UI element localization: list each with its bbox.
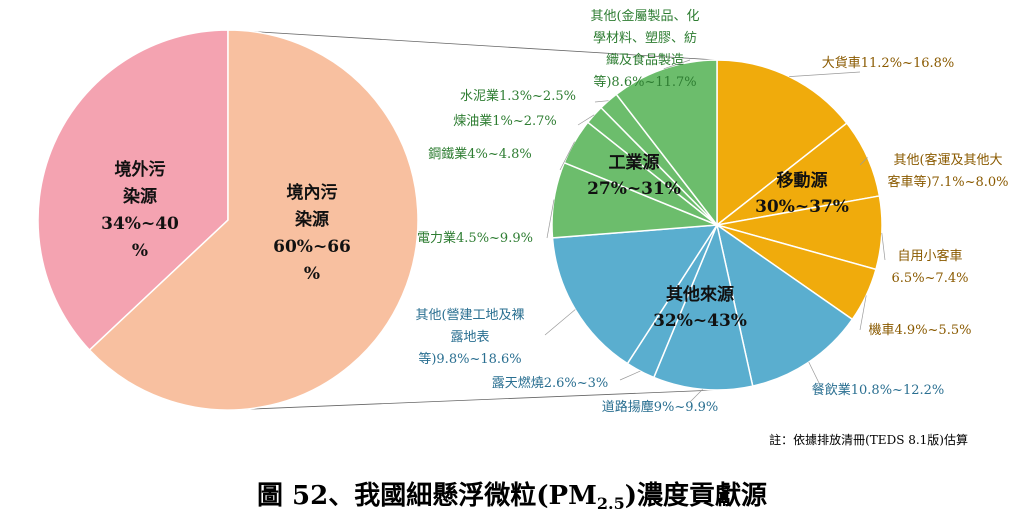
slice-label: 餐飲業10.8%~12.2% (812, 382, 945, 398)
connector-lines (227, 29, 718, 411)
slice-label-line: 機車4.9%~5.5% (869, 323, 972, 338)
right-pie-slice (551, 224, 719, 365)
left-pie-label-line: % (132, 241, 148, 261)
slice-label: 道路揚塵9%~9.9% (602, 399, 719, 415)
slice-label-line: 大貨車11.2%~16.8% (822, 55, 955, 71)
slice-label-line: 等)8.6%~11.7% (593, 74, 696, 90)
category-label-line: 移動源 (777, 170, 828, 191)
right-pie-slice (715, 223, 854, 387)
figure-caption: 圖 52、我國細懸浮微粒(PM2.5)濃度貢獻源 (257, 480, 767, 513)
leader-line (789, 71, 861, 77)
leader-line (881, 232, 886, 261)
slice-label: 水泥業1.3%~2.5% (460, 88, 576, 104)
category-label-line: 其他來源 (666, 284, 734, 305)
left-pie-label-line: % (304, 264, 320, 284)
left-pie-label-line: 60%~66 (273, 237, 351, 257)
left-pie-slice (88, 29, 419, 411)
category-label-line: 30%~37% (755, 197, 849, 217)
leader-line (663, 59, 691, 70)
slice-label: 其他(金屬製品、化學材料、塑膠、紡織及食品製造等)8.6%~11.7% (590, 8, 699, 90)
slice-label-line: 6.5%~7.4% (892, 271, 969, 286)
slice-label-line: 其他(金屬製品、化 (590, 8, 699, 24)
slice-label-line: 水泥業1.3%~2.5% (460, 88, 576, 104)
left-pie-label-line: 境外污 (115, 159, 166, 180)
slice-label: 其他(客運及其他大客車等)7.1%~8.0% (887, 152, 1008, 190)
slice-label-line: 露天燃燒2.6%~3% (492, 375, 609, 391)
leader-line (577, 114, 595, 126)
left-pie-label-line: 染源 (295, 209, 329, 230)
slice-label: 露天燃燒2.6%~3% (492, 375, 609, 391)
slice-label-line: 露地表 (450, 330, 489, 345)
left-pie-slice (37, 29, 229, 352)
caption-tail: )濃度貢獻源 (625, 480, 767, 511)
category-label: 移動源 30%~37% (755, 170, 849, 217)
slice-label-line: 電力業4.5%~9.9% (417, 230, 533, 246)
leader-line (619, 370, 641, 381)
connector-line-top (227, 29, 718, 61)
right-pie-slice (652, 222, 754, 391)
slice-label: 鋼鐵業4%~4.8% (428, 146, 532, 162)
connector-line-bottom (227, 389, 718, 411)
category-labels: 移動源 30%~37% 其他來源 32%~43% 工業源 27%~31% (587, 152, 849, 331)
leader-line (544, 309, 576, 336)
slice-label: 大貨車11.2%~16.8% (822, 55, 955, 71)
left-pie-label-line: 境內污 (287, 182, 338, 203)
slice-label: 機車4.9%~5.5% (869, 323, 972, 338)
leader-line (689, 389, 703, 403)
slice-label-line: 道路揚塵9%~9.9% (602, 399, 719, 415)
slice-label-line: 學材料、塑膠、紡 (593, 31, 697, 46)
slice-label-line: 餐飲業10.8%~12.2% (812, 382, 945, 398)
category-label: 工業源 27%~31% (587, 152, 681, 199)
slice-label-line: 鋼鐵業4%~4.8% (428, 146, 532, 162)
category-label-line: 工業源 (609, 152, 660, 173)
right-pie-chart (551, 59, 883, 391)
slice-label-line: 其他(營建工地及裸 (415, 308, 524, 323)
right-pie-slice (716, 59, 848, 227)
source-note: 註：依據排放清冊(TEDS 8.1版)估算 (769, 432, 968, 447)
slice-labels: 大貨車11.2%~16.8% 其他(客運及其他大客車等)7.1%~8.0% 自用小客… (415, 8, 1008, 415)
leader-line (546, 199, 555, 239)
slice-label-line: 其他(客運及其他大 (893, 152, 1002, 168)
caption-main: 圖 52、我國細懸浮微粒(PM (257, 480, 597, 511)
slice-label: 電力業4.5%~9.9% (417, 230, 533, 246)
leader-line (594, 100, 609, 103)
slice-label-line: 煉油業1%~2.7% (453, 113, 557, 129)
leader-line (859, 295, 867, 331)
leader-line (859, 157, 868, 166)
left-pie-label: 境外污染源 34%~40% (101, 159, 179, 261)
left-pie-label: 境內污染源 60%~66% (273, 182, 351, 284)
left-pie-chart: 境外污染源 34%~40 %境內污染源 60%~66% (37, 29, 419, 411)
slice-label-line: 客車等)7.1%~8.0% (887, 174, 1008, 190)
slice-label-line: 自用小客車 (897, 248, 962, 264)
category-label-line: 32%~43% (653, 311, 747, 331)
leader-line (559, 141, 575, 171)
left-pie-label-line: 34%~40 (101, 214, 179, 234)
leader-line (808, 361, 821, 386)
slice-label: 其他(營建工地及裸露地表等)9.8%~18.6% (415, 308, 524, 367)
slice-label-line: 等)9.8%~18.6% (418, 351, 521, 367)
category-label-line: 27%~31% (587, 179, 681, 199)
left-pie-label-line: 染源 (123, 186, 157, 207)
slice-label-line: 織及食品製造 (606, 52, 684, 68)
slice-label: 自用小客車 6.5%~7.4% (892, 248, 969, 286)
caption-subscript: 2.5 (597, 494, 625, 513)
slice-label: 煉油業1%~2.7% (453, 113, 557, 129)
category-label: 其他來源 32%~43% (653, 284, 747, 331)
